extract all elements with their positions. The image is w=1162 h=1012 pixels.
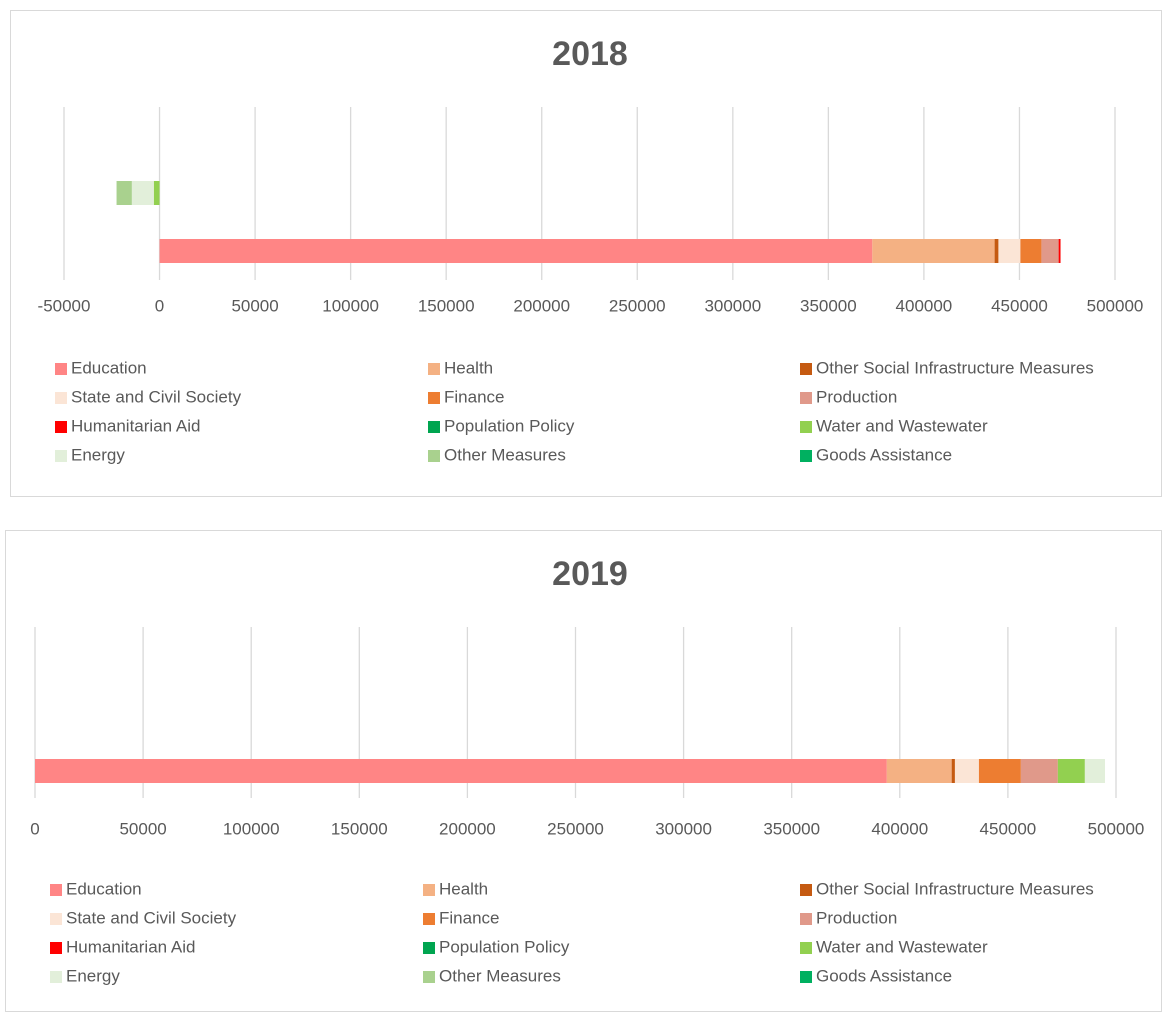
legend-swatch (428, 421, 440, 433)
legend-label: Goods Assistance (816, 966, 952, 985)
x-tick-label: 50000 (231, 296, 278, 315)
x-tick-label: 0 (30, 819, 39, 838)
bar-segment (1084, 759, 1105, 783)
legend-swatch (800, 421, 812, 433)
x-tick-label: 0 (155, 296, 164, 315)
legend-label: State and Civil Society (71, 387, 242, 406)
legend-swatch (800, 971, 812, 983)
bar-segment (35, 759, 887, 783)
bar-segment (998, 239, 1021, 263)
legend-swatch (423, 971, 435, 983)
x-tick-label: 400000 (871, 819, 928, 838)
chart-title: 2019 (552, 555, 628, 593)
legend-swatch (800, 942, 812, 954)
x-tick-label: 150000 (418, 296, 475, 315)
bar-segment (116, 181, 132, 205)
legend-swatch (55, 392, 67, 404)
x-tick-label: -50000 (38, 296, 91, 315)
legend-label: Energy (71, 445, 125, 464)
legend-label: Production (816, 908, 897, 927)
legend-label: Humanitarian Aid (71, 416, 200, 435)
bar-segment (1058, 239, 1061, 263)
legend-swatch (423, 942, 435, 954)
x-tick-label: 200000 (439, 819, 496, 838)
x-tick-label: 250000 (609, 296, 666, 315)
x-tick-label: 150000 (331, 819, 388, 838)
x-tick-label: 500000 (1088, 819, 1145, 838)
x-tick-label: 450000 (991, 296, 1048, 315)
legend-swatch (800, 913, 812, 925)
legend-swatch (423, 884, 435, 896)
legend-label: Humanitarian Aid (66, 937, 195, 956)
x-tick-label: 350000 (763, 819, 820, 838)
x-tick-label: 300000 (655, 819, 712, 838)
bar-segment (886, 759, 952, 783)
legend-swatch (428, 363, 440, 375)
legend-swatch (423, 913, 435, 925)
legend-label: Water and Wastewater (816, 416, 988, 435)
legend-label: Finance (439, 908, 499, 927)
bar-segment (994, 239, 999, 263)
legend-label: Other Measures (439, 966, 561, 985)
legend-label: Other Measures (444, 445, 566, 464)
legend-swatch (428, 450, 440, 462)
legend-swatch (800, 450, 812, 462)
legend-label: Education (66, 879, 142, 898)
legend-label: Population Policy (444, 416, 575, 435)
x-tick-label: 500000 (1087, 296, 1144, 315)
legend-label: Health (439, 879, 488, 898)
x-tick-label: 350000 (800, 296, 857, 315)
legend-label: Other Social Infrastructure Measures (816, 358, 1094, 377)
bar-segment (159, 239, 873, 263)
legend-swatch (50, 913, 62, 925)
bar-segment (131, 181, 154, 205)
legend-swatch (800, 363, 812, 375)
legend-swatch (50, 971, 62, 983)
chart-title: 2018 (552, 35, 628, 73)
x-tick-label: 100000 (223, 819, 280, 838)
legend-label: State and Civil Society (66, 908, 237, 927)
legend-swatch (55, 450, 67, 462)
legend-swatch (428, 392, 440, 404)
legend-swatch (50, 884, 62, 896)
x-tick-label: 50000 (119, 819, 166, 838)
bar-segment (872, 239, 995, 263)
bar-segment (1020, 759, 1058, 783)
legend-label: Health (444, 358, 493, 377)
bar-segment (1057, 759, 1085, 783)
legend-label: Water and Wastewater (816, 937, 988, 956)
x-tick-label: 200000 (513, 296, 570, 315)
legend-swatch (55, 363, 67, 375)
x-tick-label: 400000 (896, 296, 953, 315)
bar-segment (1041, 239, 1059, 263)
legend-swatch (800, 392, 812, 404)
legend-swatch (50, 942, 62, 954)
bar-segment (951, 759, 955, 783)
bar-segment (153, 181, 160, 205)
legend-label: Education (71, 358, 147, 377)
x-tick-label: 100000 (322, 296, 379, 315)
bar-segment (1020, 239, 1042, 263)
bar-segment (954, 759, 979, 783)
legend-label: Population Policy (439, 937, 570, 956)
legend-label: Energy (66, 966, 120, 985)
legend-label: Goods Assistance (816, 445, 952, 464)
legend-label: Finance (444, 387, 504, 406)
legend-swatch (800, 884, 812, 896)
legend-label: Production (816, 387, 897, 406)
bar-segment (978, 759, 1021, 783)
legend-swatch (55, 421, 67, 433)
x-tick-label: 300000 (704, 296, 761, 315)
legend-label: Other Social Infrastructure Measures (816, 879, 1094, 898)
x-tick-label: 250000 (547, 819, 604, 838)
x-tick-label: 450000 (980, 819, 1037, 838)
